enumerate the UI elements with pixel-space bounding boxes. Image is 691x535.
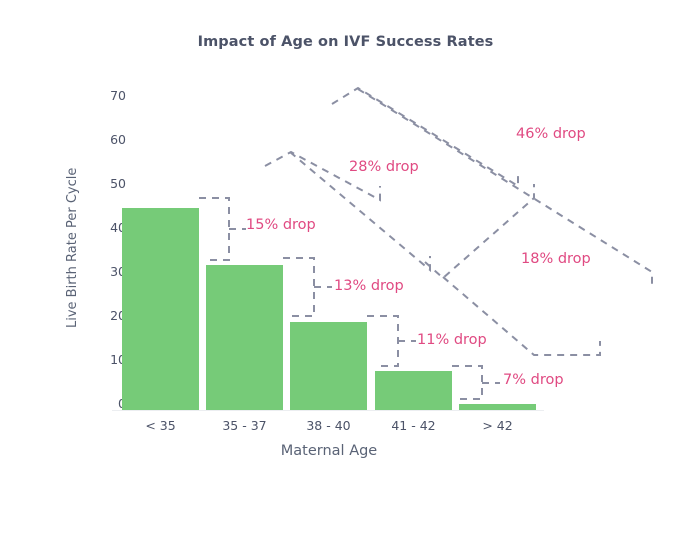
- x-tick-label-35-37: 35 - 37: [222, 418, 267, 433]
- connector-11-drop: [367, 315, 399, 367]
- y-tick-label-70: 70: [110, 88, 126, 103]
- bar-35-37[interactable]: [206, 265, 283, 410]
- bar-lt-35[interactable]: [122, 208, 199, 410]
- y-tick-label-50: 50: [110, 176, 126, 191]
- connector-46-drop-tail: [357, 88, 653, 286]
- annotation-7-drop: 7% drop: [503, 372, 564, 388]
- x-tick-label-lt-35: < 35: [145, 418, 176, 433]
- x-axis-title: Maternal Age: [280, 443, 378, 459]
- bar-41-42[interactable]: [375, 371, 452, 410]
- annotation-18-drop: 18% drop: [521, 251, 591, 267]
- x-tick-label-38-40: 38 - 40: [306, 418, 351, 433]
- y-tick-label-60: 60: [110, 132, 126, 147]
- annotation-13-drop: 13% drop: [334, 278, 404, 294]
- annotation-11-drop: 11% drop: [417, 332, 487, 348]
- connector-7-drop: [452, 365, 483, 400]
- annotation-15-drop: 15% drop: [246, 217, 316, 233]
- y-axis-title: Live Birth Rate Per Cycle: [65, 167, 80, 329]
- connector-18-drop-helper: [424, 184, 535, 280]
- x-axis-line: [112, 410, 544, 411]
- connector-15-drop: [199, 197, 230, 261]
- chart-title: Impact of Age on IVF Success Rates: [197, 34, 494, 50]
- x-tick-label-41-42: 41 - 42: [391, 418, 436, 433]
- annotation-46-drop: 46% drop: [516, 126, 586, 142]
- bar-gt-42[interactable]: [459, 404, 536, 410]
- annotation-28-drop: 28% drop: [349, 159, 419, 175]
- connector-13-drop: [283, 257, 315, 317]
- bar-38-40[interactable]: [290, 322, 367, 410]
- x-tick-label-gt-42: > 42: [482, 418, 513, 433]
